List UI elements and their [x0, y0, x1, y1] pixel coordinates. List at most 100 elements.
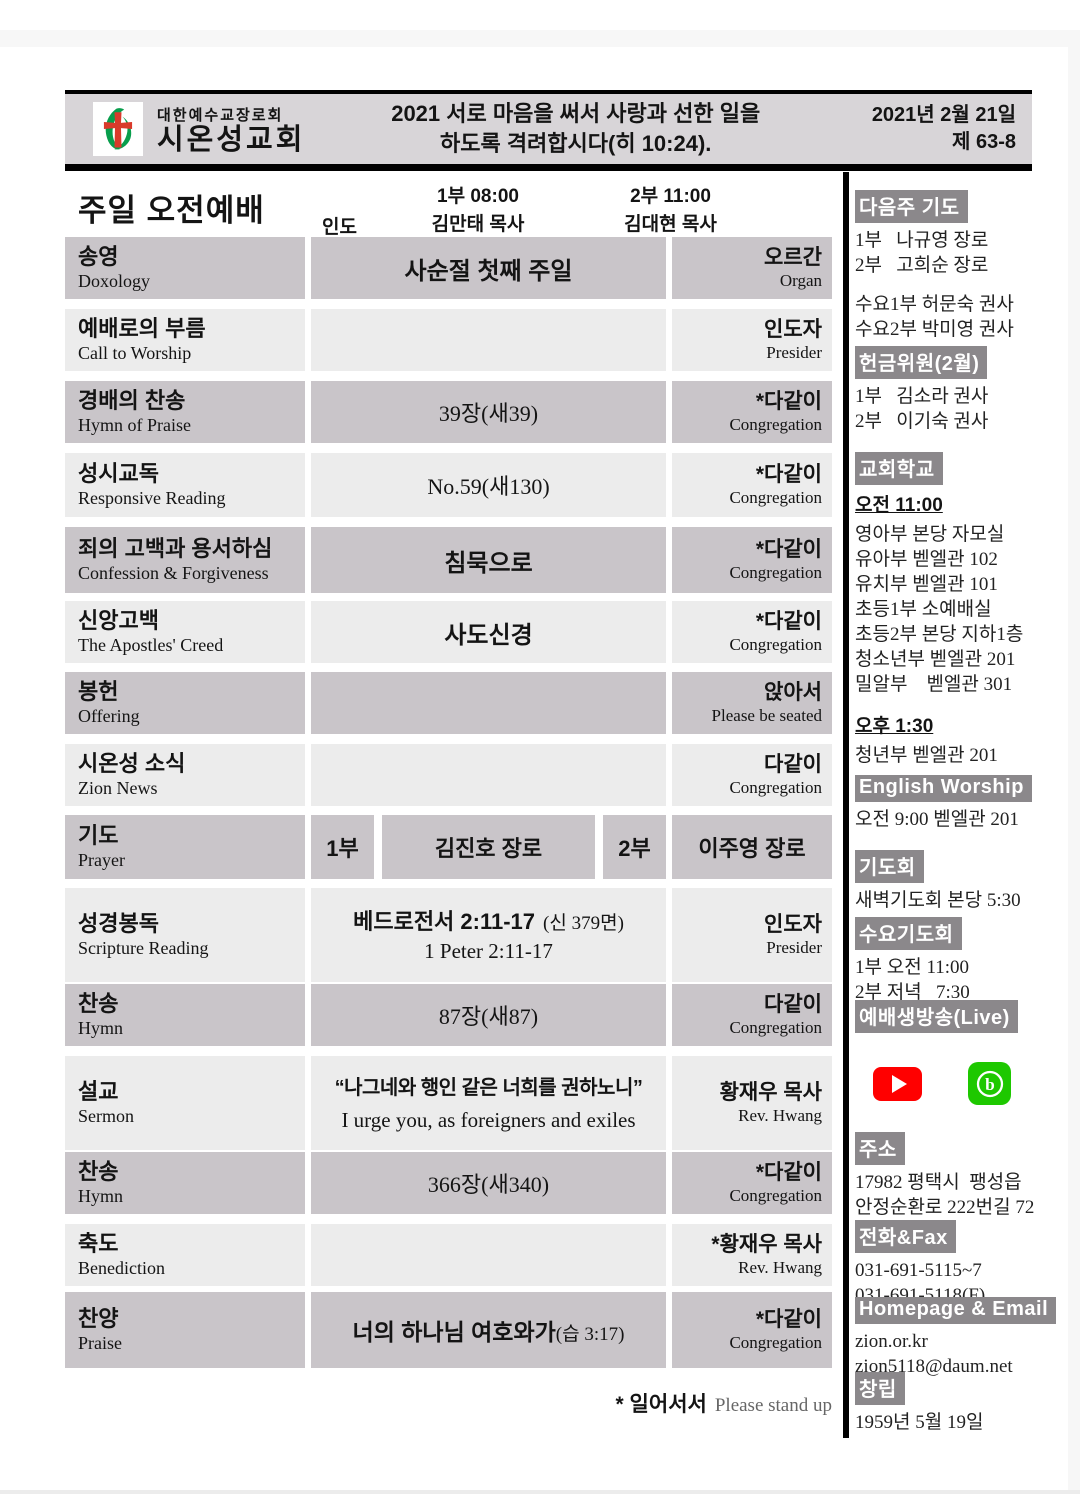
item-content: No.59(새130) [427, 474, 550, 499]
item-leader-ko: *황재우 목사 [711, 1233, 822, 1256]
page-edge-top [0, 30, 1080, 47]
sidebar-line: 1부 김소라 권사 [855, 386, 989, 407]
item-leader-en: Congregation [729, 415, 822, 434]
order-row-hymn-2: 찬송 Hymn 366장(새340) *다같이 Congregation [65, 1152, 832, 1214]
verse-line-2: 하도록 격려합시다(히 10:24). [439, 131, 712, 156]
section-title-chip: 전화&Fax [855, 1220, 956, 1253]
item-label-en: Benediction [78, 1258, 165, 1278]
sidebar-line: 영아부 본당 자모실 [855, 524, 1005, 545]
item-label-en: Hymn [78, 1186, 123, 1206]
sidebar-line: 청년부 벧엘관 201 [855, 745, 998, 766]
prayer-part2-name: 이주영 장로 [698, 836, 806, 861]
founded-date: 1959년 5월 19일 [855, 1412, 984, 1433]
item-label-ko: 죄의 고백과 용서하심 [78, 536, 273, 561]
item-leader-ko: 앉아서 [764, 681, 822, 704]
sidebar-section-live-broadcast: 예배생방송(Live) b [855, 1000, 1070, 1105]
sidebar-line: 유아부 벧엘관 102 [855, 549, 998, 570]
sidebar-line: 초등1부 소예배실 [855, 599, 992, 620]
item-label-ko: 신앙고백 [78, 608, 159, 633]
section-title-chip: Homepage & Email [855, 1297, 1057, 1324]
item-label-en: Offering [78, 706, 140, 726]
item-leader-ko: 인도자 [764, 318, 822, 341]
sidebar-line: 2부 저녁 7:30 [855, 982, 970, 1003]
footnote-ko: * 일어서서 [615, 1393, 707, 1416]
section-title-chip: 헌금위원(2월) [855, 346, 988, 379]
item-label-en: Sermon [78, 1106, 134, 1126]
svg-text:b: b [985, 1075, 995, 1094]
item-leader-en: Rev. Hwang [738, 1106, 822, 1125]
bulletin-date: 2021년 2월 21일 [871, 104, 1016, 126]
order-row-doxology: 송영 Doxology 사순절 첫째 주일 오르간 Organ [65, 237, 832, 299]
address-line: 17982 평택시 팽성읍 [855, 1172, 1022, 1193]
sidebar-line: 청소년부 벧엘관 201 [855, 649, 1016, 670]
item-leader-ko: *다같이 [755, 463, 822, 486]
masthead: 대한예수교장로회 시온성교회 2021 서로 마음을 써서 사랑과 선한 일을 … [65, 90, 1032, 171]
church-name: 시온성교회 [157, 123, 306, 156]
sidebar-section-english-worship: English Worship 오전 9:00 벧엘관 201 [855, 775, 1070, 832]
sidebar-line: 유치부 벧엘관 101 [855, 574, 998, 595]
order-row-sermon: 설교 Sermon “나그네와 행인 같은 너희를 권하노니” I urge yo… [65, 1056, 832, 1150]
email-address: zion5118@daum.net [855, 1356, 1013, 1377]
phone-number: 031-691-5115~7 [855, 1260, 982, 1281]
item-leader-en: Congregation [729, 1186, 822, 1205]
item-label-en: Hymn [78, 1018, 123, 1038]
sermon-title-ko: “나그네와 행인 같은 너희를 권하노니” [334, 1077, 643, 1099]
address-line: 안정순환로 222번길 72 [855, 1197, 1035, 1218]
church-name-block: 대한예수교장로회 시온성교회 [157, 104, 305, 155]
item-label-en: Responsive Reading [78, 488, 226, 508]
order-row-apostles-creed: 신앙고백 The Apostles' Creed 사도신경 *다같이 Congreg… [65, 601, 832, 663]
item-label-en: The Apostles' Creed [78, 635, 224, 655]
sidebar-section-homepage-email: Homepage & Email zion.or.kr zion5118@dau… [855, 1297, 1070, 1379]
item-leader-en: Congregation [729, 488, 822, 507]
order-row-call-to-worship: 예배로의 부름 Call to Worship 인도자 Presider [65, 309, 832, 371]
item-label-en: Scripture Reading [78, 938, 209, 958]
item-content: 침묵으로 [444, 549, 533, 577]
section-title-chip: 주소 [855, 1132, 905, 1165]
church-school-afternoon-label: 오후 1:30 [855, 716, 934, 737]
item-content: 87장(새87) [438, 1004, 539, 1029]
sidebar-section-church-school: 교회학교 오전 11:00 영아부 본당 자모실 유아부 벧엘관 102 유치부… [855, 452, 1070, 768]
sidebar-line: 수요2부 박미영 권사 [855, 319, 1014, 340]
live-broadcast-icons: b [873, 1062, 1070, 1105]
part2-pastor: 김대현 목사 [624, 214, 717, 235]
scripture-ref-ko: 베드로전서 2:11-17 [353, 909, 536, 934]
item-label-ko: 성경봉독 [78, 911, 159, 936]
prayer-part1-label: 1부 [311, 815, 374, 879]
page-edge-right [1068, 30, 1080, 1490]
order-row-offering: 봉헌 Offering 앉아서 Please be seated [65, 672, 832, 734]
order-row-prayer: 기도 Prayer 1부 김진호 장로 2부 이주영 장로 [65, 815, 832, 879]
praise-title: 너의 하나님 여호와가 [352, 1319, 556, 1345]
sermon-title-en: I urge you, as foreigners and exiles [341, 1108, 636, 1132]
sidebar-line: 초등2부 본당 지하1층 [855, 624, 1024, 645]
sidebar-line: 2부 고희순 장로 [855, 255, 989, 276]
issue-block: 2021년 2월 21일 제 63-8 [846, 102, 1016, 156]
item-label-ko: 송영 [78, 244, 119, 269]
item-leader-ko: *다같이 [755, 390, 822, 413]
sidebar-line: 밀알부 벧엘관 301 [855, 674, 1013, 695]
item-leader-ko: *다같이 [755, 538, 822, 561]
issue-number: 제 63-8 [952, 131, 1016, 153]
order-row-praise: 찬양 Praise 너의 하나님 여호와가(습 3:17) *다같이 Congreg… [65, 1292, 832, 1368]
item-label-ko: 찬송 [78, 1159, 119, 1184]
part1-time: 1부 08:00 [437, 186, 519, 207]
item-content: 366장(새340) [427, 1172, 550, 1197]
sidebar-section-next-week-prayer: 다음주 기도 1부 나규영 장로 2부 고희순 장로 수요1부 허문숙 권사 수… [855, 190, 1070, 342]
scripture-page-note: (신 379면) [543, 913, 624, 934]
item-label-ko: 경배의 찬송 [78, 388, 186, 413]
item-label-ko: 봉헌 [78, 679, 119, 704]
item-leader-en: Presider [766, 343, 822, 362]
item-leader-en: Please be seated [711, 706, 822, 725]
order-row-benediction: 축도 Benediction *황재우 목사 Rev. Hwang [65, 1224, 832, 1286]
item-label-ko: 기도 [78, 823, 119, 848]
item-leader-en: Presider [766, 938, 822, 957]
item-label-ko: 설교 [78, 1079, 119, 1104]
section-title-chip: 수요기도회 [855, 917, 962, 950]
sidebar-line: 1부 오전 11:00 [855, 957, 970, 978]
item-leader-en: Congregation [729, 635, 822, 654]
item-label-en: Zion News [78, 778, 158, 798]
service-part1: 1부 08:00 김만태 목사 [398, 183, 558, 239]
scripture-ref-en: 1 Peter 2:11-17 [424, 939, 553, 963]
prayer-part2-label: 2부 [603, 815, 666, 879]
item-leader-ko: *다같이 [755, 610, 822, 633]
